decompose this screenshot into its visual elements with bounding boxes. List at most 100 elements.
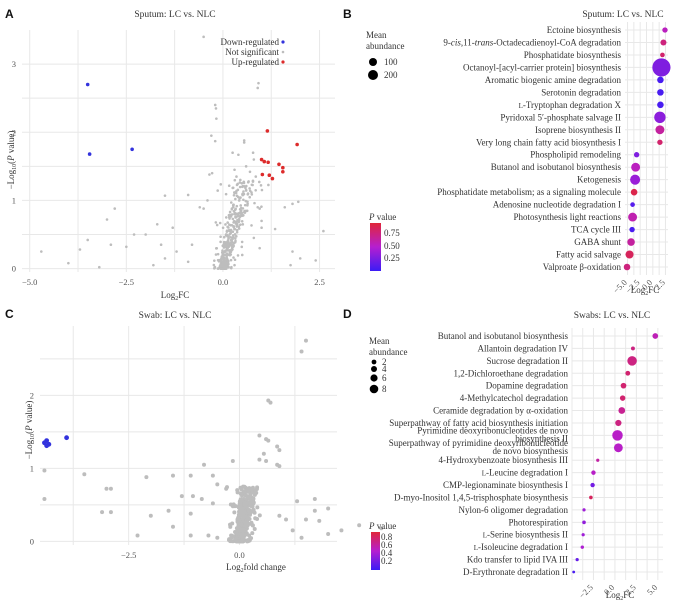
point-not-significant <box>226 259 230 262</box>
x-tick-label: 0.0 <box>218 277 229 287</box>
point-not-significant <box>232 193 236 197</box>
point-not-significant <box>240 182 244 185</box>
pathway-dot <box>623 263 631 271</box>
point-not-significant <box>314 259 317 262</box>
point-not-significant <box>190 243 194 247</box>
pathway-dot <box>590 482 595 488</box>
pathway-label: 4-Methylcatechol degradation <box>460 393 569 403</box>
pathway-label: Photosynthesis light reactions <box>514 212 622 222</box>
point-not-significant <box>253 201 256 205</box>
point-not-significant <box>232 221 235 224</box>
point-not-significant <box>233 168 236 172</box>
y-tick-label: 2 <box>30 390 34 400</box>
y-tick-label: 0 <box>12 264 16 274</box>
point-not-significant <box>226 242 230 246</box>
size-legend-d-label-8: 8 <box>382 384 387 394</box>
point-not-significant <box>234 191 238 195</box>
point-not-significant <box>104 486 109 491</box>
pathway-label: L-Serine biosynthesis II <box>483 530 568 540</box>
point-not-significant <box>257 433 262 438</box>
point-not-significant <box>213 103 217 107</box>
point-not-significant <box>267 183 270 187</box>
point-not-significant <box>261 451 266 456</box>
pathway-label: CMP-legionaminate biosynthesis I <box>443 480 568 490</box>
panel-d-title: Swabs: LC vs. NLC <box>574 311 651 321</box>
y-tick-label: 0 <box>30 536 34 546</box>
point-not-significant <box>225 230 229 233</box>
size-legend-d-label-6: 6 <box>382 373 387 383</box>
point-not-significant <box>242 532 247 537</box>
pathway-dot <box>575 557 579 562</box>
point-not-significant <box>277 448 282 453</box>
point-not-significant <box>219 183 223 186</box>
pathway-label: D-Erythronate degradation II <box>463 567 568 577</box>
pathway-label: Fatty acid salvage <box>556 250 621 260</box>
point-not-significant <box>230 459 235 464</box>
point-not-significant <box>251 507 256 512</box>
point-not-significant <box>317 518 322 523</box>
point-up-regulated <box>259 157 264 162</box>
point-up-regulated <box>260 172 265 177</box>
point-not-significant <box>188 533 193 538</box>
pathway-label: Ectoine biosynthesis <box>547 25 622 35</box>
point-not-significant <box>237 199 241 202</box>
pathway-dot <box>630 346 635 351</box>
point-not-significant <box>97 265 101 269</box>
point-not-significant <box>245 209 249 213</box>
point-not-significant <box>216 252 220 256</box>
point-not-significant <box>210 134 213 137</box>
point-not-significant <box>242 181 246 185</box>
point-not-significant <box>243 203 247 207</box>
point-not-significant <box>245 184 248 188</box>
point-not-significant <box>233 227 236 231</box>
point-not-significant <box>260 226 263 229</box>
point-not-significant <box>239 223 242 226</box>
point-not-significant <box>214 221 218 224</box>
panel-letter-a: A <box>5 7 14 21</box>
point-not-significant <box>248 511 253 516</box>
color-legend-d-tick-08: 0.8 <box>381 532 393 542</box>
point-not-significant <box>247 496 252 501</box>
point-not-significant <box>233 263 236 267</box>
point-not-significant <box>251 179 255 183</box>
legend-key-ns <box>281 50 285 54</box>
point-not-significant <box>248 170 252 174</box>
pathway-dot <box>615 419 622 427</box>
point-down-regulated <box>85 82 90 87</box>
point-not-significant <box>250 183 254 187</box>
point-not-significant <box>230 207 234 210</box>
point-not-significant <box>108 510 113 515</box>
point-not-significant <box>228 223 231 226</box>
point-not-significant <box>148 513 153 518</box>
point-not-significant <box>218 258 222 262</box>
point-not-significant <box>238 212 242 215</box>
point-not-significant <box>239 204 243 207</box>
point-not-significant <box>246 180 250 184</box>
point-up-regulated <box>267 173 272 177</box>
pathway-label: Photorespiration <box>509 517 569 527</box>
pathway-label: Phosphatidate biosynthesis <box>524 50 622 60</box>
point-not-significant <box>312 508 317 513</box>
point-not-significant <box>241 184 245 188</box>
pathway-label: GABA shunt <box>574 237 621 247</box>
point-not-significant <box>259 184 263 187</box>
point-not-significant <box>232 256 235 259</box>
point-up-regulated <box>277 162 281 167</box>
pathway-dot <box>652 333 659 339</box>
point-not-significant <box>246 522 251 527</box>
point-not-significant <box>248 195 252 199</box>
point-not-significant <box>379 526 384 531</box>
point-not-significant <box>225 233 229 237</box>
pathway-dot <box>613 443 623 453</box>
pathway-dot <box>657 139 663 145</box>
point-not-significant <box>255 505 260 510</box>
panel-b-color-legend: P value 0.75 0.50 0.25 <box>368 212 400 271</box>
panel-c-grid <box>40 326 337 545</box>
point-not-significant <box>238 507 243 512</box>
point-not-significant <box>223 264 227 267</box>
point-not-significant <box>241 484 246 489</box>
pathway-dot <box>630 188 638 196</box>
point-not-significant <box>206 199 209 202</box>
point-not-significant <box>240 211 244 215</box>
point-not-significant <box>223 243 226 246</box>
